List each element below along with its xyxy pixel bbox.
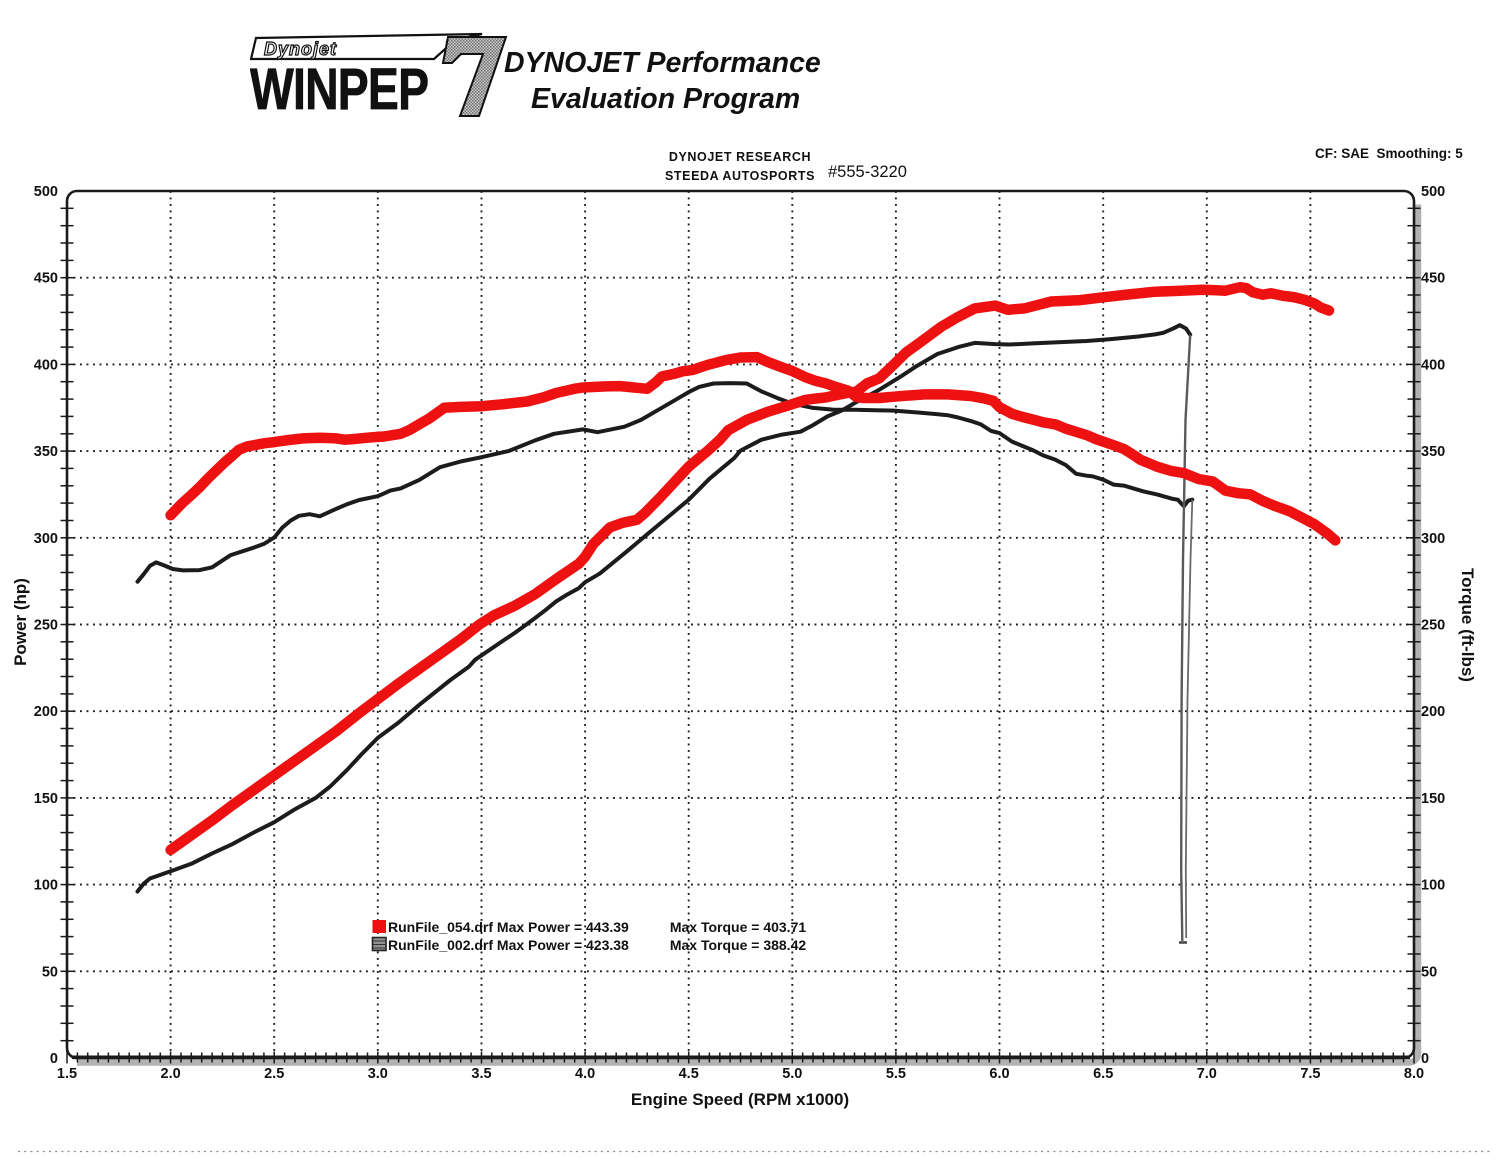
svg-text:400: 400	[1421, 357, 1445, 373]
svg-text:0: 0	[50, 1051, 58, 1067]
svg-text:7.5: 7.5	[1300, 1066, 1320, 1082]
svg-text:0: 0	[1421, 1051, 1429, 1067]
svg-text:WINPEP: WINPEP	[250, 57, 428, 122]
svg-text:3.0: 3.0	[368, 1066, 388, 1082]
svg-text:8.0: 8.0	[1404, 1066, 1424, 1082]
svg-text:350: 350	[1421, 444, 1445, 460]
svg-text:200: 200	[34, 704, 58, 720]
svg-text:3.5: 3.5	[471, 1066, 491, 1082]
svg-text:4.5: 4.5	[679, 1066, 699, 1082]
svg-text:500: 500	[34, 184, 58, 200]
svg-text:250: 250	[34, 618, 58, 634]
svg-text:2.0: 2.0	[161, 1066, 181, 1082]
svg-text:450: 450	[1421, 271, 1445, 287]
svg-text:250: 250	[1421, 618, 1445, 634]
svg-text:5.5: 5.5	[886, 1066, 906, 1082]
svg-text:150: 150	[34, 791, 58, 807]
svg-text:350: 350	[34, 444, 58, 460]
svg-text:7.0: 7.0	[1197, 1066, 1217, 1082]
svg-text:2.5: 2.5	[264, 1066, 284, 1082]
svg-text:4.0: 4.0	[575, 1066, 595, 1082]
svg-text:150: 150	[1421, 791, 1445, 807]
svg-text:400: 400	[34, 357, 58, 373]
svg-text:6.5: 6.5	[1093, 1066, 1113, 1082]
svg-text:450: 450	[34, 271, 58, 287]
svg-text:500: 500	[1421, 184, 1445, 200]
svg-text:1.5: 1.5	[57, 1066, 77, 1082]
svg-text:50: 50	[42, 964, 58, 980]
svg-text:5.0: 5.0	[782, 1066, 802, 1082]
svg-text:300: 300	[34, 531, 58, 547]
svg-text:100: 100	[34, 878, 58, 894]
svg-text:Dynojet: Dynojet	[264, 39, 337, 59]
svg-text:50: 50	[1421, 964, 1437, 980]
svg-text:6.0: 6.0	[989, 1066, 1009, 1082]
svg-text:100: 100	[1421, 878, 1445, 894]
svg-text:300: 300	[1421, 531, 1445, 547]
svg-text:200: 200	[1421, 704, 1445, 720]
